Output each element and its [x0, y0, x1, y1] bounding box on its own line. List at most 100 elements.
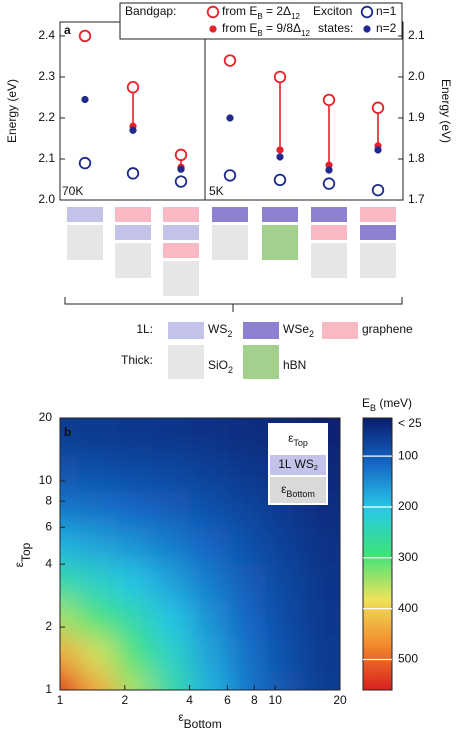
x-axis-label: εBottom: [178, 710, 221, 731]
heat-cell: [60, 600, 80, 637]
y2-axis-label: Energy (eV): [439, 79, 453, 143]
heat-cell: [191, 562, 231, 602]
open-marker: [174, 175, 188, 188]
heat-cell: [266, 525, 305, 564]
heat-cell: [303, 600, 340, 637]
heat-cell: [152, 525, 193, 564]
layer-legend-name: SiO2: [208, 358, 233, 375]
y-tick-label: 8: [45, 493, 52, 507]
heat-cell: [266, 635, 305, 673]
heat-cell: [60, 453, 80, 491]
y-tick-label: 10: [39, 473, 53, 487]
inset-label: 1L WS2: [278, 457, 318, 472]
layer-legend-name-part: 2: [227, 329, 232, 339]
layer-legend-name-part: 2: [228, 365, 233, 375]
filled-marker: [177, 165, 185, 173]
layer: [311, 243, 347, 278]
bracket: [64, 297, 403, 312]
open-marker: [223, 169, 237, 182]
colorbar-tick-label: 500: [398, 652, 418, 666]
heat-cell: [303, 635, 340, 673]
inset-label: εTop: [288, 431, 308, 448]
layer: [115, 225, 151, 240]
panel-label: a: [64, 23, 71, 37]
y-tick-label: 20: [39, 410, 53, 424]
filled-marker: [374, 146, 382, 154]
heat-cell: [303, 525, 340, 564]
heat-cell: [229, 671, 268, 690]
y-tick-label: 2.3: [38, 69, 55, 83]
heat-cell: [191, 453, 231, 491]
y2-tick-label: 1.8: [408, 151, 425, 165]
y-axis-label-part: ε: [12, 561, 26, 567]
x-tick-label: 20: [333, 693, 347, 707]
open-marker: [126, 167, 140, 180]
panel-label: b: [64, 425, 71, 439]
heatmap-area: [60, 418, 340, 690]
heat-cell: [152, 671, 193, 690]
heat-cell: [78, 600, 117, 637]
x-tick-label: 10: [269, 693, 283, 707]
open-marker: [371, 183, 385, 197]
legend-label-part: B: [257, 29, 262, 38]
layer-swatch: [243, 345, 279, 379]
heat-cell: [229, 600, 268, 637]
heat-cell: [115, 600, 154, 637]
legend-label: from EB = 2Δ12: [222, 4, 301, 20]
y-axis-label: Energy (eV): [5, 79, 19, 143]
heat-cell: [60, 489, 80, 527]
layer: [360, 243, 396, 278]
legend-title: Exciton: [313, 4, 352, 18]
open-marker: [273, 173, 287, 187]
y-tick-label: 2.1: [38, 151, 55, 165]
filled-marker: [81, 95, 89, 104]
layer: [67, 207, 103, 222]
legend-label-part: 12: [291, 12, 300, 21]
layer-legend-label: 1L:: [136, 322, 153, 336]
y-tick-label: 1: [45, 682, 52, 696]
heat-cell: [115, 453, 154, 491]
layer: [212, 207, 248, 222]
heat-cell: [152, 600, 193, 637]
y-tick-label: 2.2: [38, 110, 55, 124]
layer-swatch: [322, 322, 358, 339]
heat-cell: [115, 418, 154, 455]
heat-cell: [78, 562, 117, 602]
x-tick-label: 6: [224, 693, 231, 707]
layer-legend-label: Thick:: [121, 353, 153, 367]
heat-cell: [115, 489, 154, 527]
open-marker: [78, 156, 92, 170]
heat-cell: [303, 562, 340, 602]
open-marker: [273, 70, 287, 84]
colorbar: [362, 417, 393, 691]
layer-legend-name-part: WS: [208, 322, 227, 336]
colorbar-title: EB (meV): [362, 396, 412, 413]
heat-cell: [266, 562, 305, 602]
layer-legend-name: graphene: [362, 322, 413, 336]
heat-cell: [191, 525, 231, 564]
heat-cell: [152, 489, 193, 527]
layer: [163, 207, 199, 222]
layer: [262, 207, 298, 222]
heat-cell: [229, 635, 268, 673]
heat-cell: [191, 418, 231, 455]
colorbar-tick-label: 400: [398, 601, 418, 615]
heat-cell: [152, 453, 193, 491]
heat-cell: [229, 489, 268, 527]
layer-swatch: [168, 345, 204, 379]
layer-legend-name-part: WSe: [283, 322, 309, 336]
heat-cell: [152, 562, 193, 602]
inset-label-part: Bottom: [286, 489, 315, 499]
layer-legend-name-part: 2: [309, 329, 314, 339]
legend-label-part: from E: [222, 4, 257, 18]
layer: [115, 243, 151, 278]
y2-tick-label: 1.7: [408, 192, 425, 206]
colorbar-tick-label: 300: [398, 550, 418, 564]
heat-cell: [78, 671, 117, 690]
open-marker: [126, 81, 140, 94]
colorbar-title-part: (meV): [376, 396, 412, 410]
layer: [311, 207, 347, 222]
layer: [262, 225, 298, 260]
x-tick-label: 2: [121, 693, 128, 707]
legend-box: [119, 2, 403, 40]
